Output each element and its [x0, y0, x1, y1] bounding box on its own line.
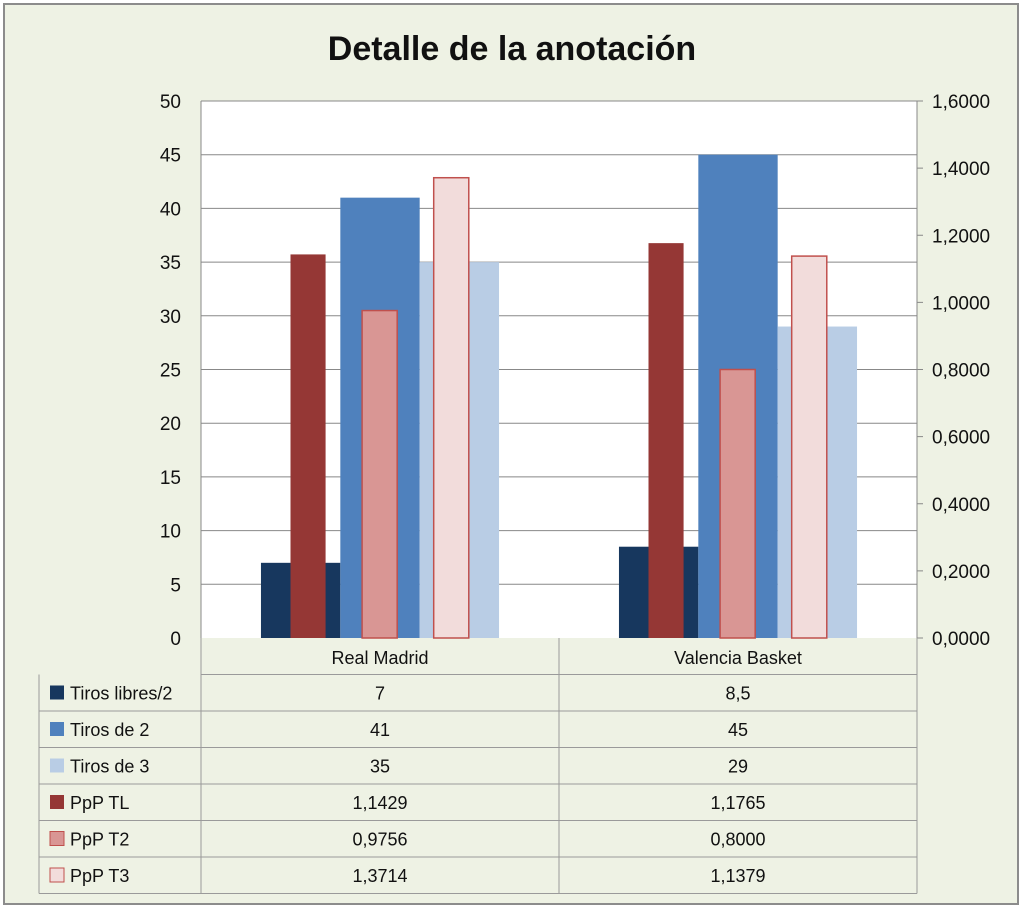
bars — [260, 154, 858, 639]
table-cell-value: 8,5 — [725, 684, 750, 704]
left-tick-label: 40 — [160, 199, 181, 220]
right-tick-label: 0,0000 — [932, 629, 990, 650]
table-cell-value: 7 — [375, 684, 385, 704]
right-y-axis: 0,0000 0,2000 0,4000 0,6000 0,8000 1,0000 1,20… — [916, 92, 990, 650]
legend-label: PpP TL — [70, 793, 129, 813]
left-tick-label: 25 — [160, 361, 181, 382]
left-tick-label: 45 — [160, 146, 181, 167]
left-tick-label: 0 — [170, 629, 181, 650]
bar-ppp-tl — [290, 254, 326, 638]
table-cell-value: 0,9756 — [352, 830, 407, 850]
left-tick-label: 10 — [160, 522, 181, 543]
left-tick-label: 20 — [160, 414, 181, 435]
data-table: Real Madrid Valencia Basket Tiros libres/2… — [38, 638, 918, 894]
category-label: Valencia Basket — [674, 648, 802, 668]
legend-key — [49, 831, 65, 846]
category-label: Real Madrid — [331, 648, 428, 668]
table-cell-value: 29 — [728, 757, 748, 777]
chart-title: Detalle de la anotación — [328, 30, 696, 68]
left-tick-label: 5 — [170, 575, 181, 596]
legend-key — [50, 685, 64, 700]
legend-key — [50, 722, 64, 736]
bar-ppp-t3 — [432, 176, 470, 639]
bar-ppp-t2 — [361, 309, 398, 639]
legend-label: PpP T2 — [70, 830, 129, 850]
right-tick-label: 0,4000 — [932, 495, 990, 516]
bar-ppp-tl — [648, 243, 684, 638]
legend-label: Tiros libres/2 — [70, 684, 172, 704]
right-tick-label: 1,6000 — [932, 92, 990, 113]
table-cell-value: 1,1429 — [352, 793, 407, 813]
right-tick-label: 1,2000 — [932, 226, 990, 247]
right-tick-label: 1,4000 — [932, 159, 990, 180]
bar-ppp-t2 — [719, 368, 756, 639]
legend-key — [50, 758, 64, 773]
legend-key — [50, 795, 64, 809]
left-tick-label: 15 — [160, 468, 181, 489]
table-cell-value: 45 — [728, 720, 748, 740]
bar-ppp-t3 — [790, 255, 828, 639]
legend-label: Tiros de 2 — [70, 720, 149, 740]
right-tick-label: 1,0000 — [932, 293, 990, 314]
table-cell-value: 35 — [370, 757, 390, 777]
right-tick-label: 0,8000 — [932, 361, 990, 382]
legend-label: Tiros de 3 — [70, 757, 149, 777]
table-cell-value: 1,1765 — [710, 793, 765, 813]
table-cell-value: 41 — [370, 720, 390, 740]
left-tick-label: 30 — [160, 307, 181, 328]
legend-label: PpP T3 — [70, 866, 129, 886]
right-tick-label: 0,2000 — [932, 562, 990, 583]
table-cell-value: 1,3714 — [352, 866, 407, 886]
legend-key — [49, 867, 65, 883]
left-tick-label: 50 — [160, 92, 181, 113]
left-tick-label: 35 — [160, 253, 181, 274]
left-y-axis: 0 5 10 15 20 25 30 35 40 45 50 — [160, 92, 202, 650]
right-tick-label: 0,6000 — [932, 428, 990, 449]
table-cell-value: 1,1379 — [710, 866, 765, 886]
table-cell-value: 0,8000 — [710, 830, 765, 850]
